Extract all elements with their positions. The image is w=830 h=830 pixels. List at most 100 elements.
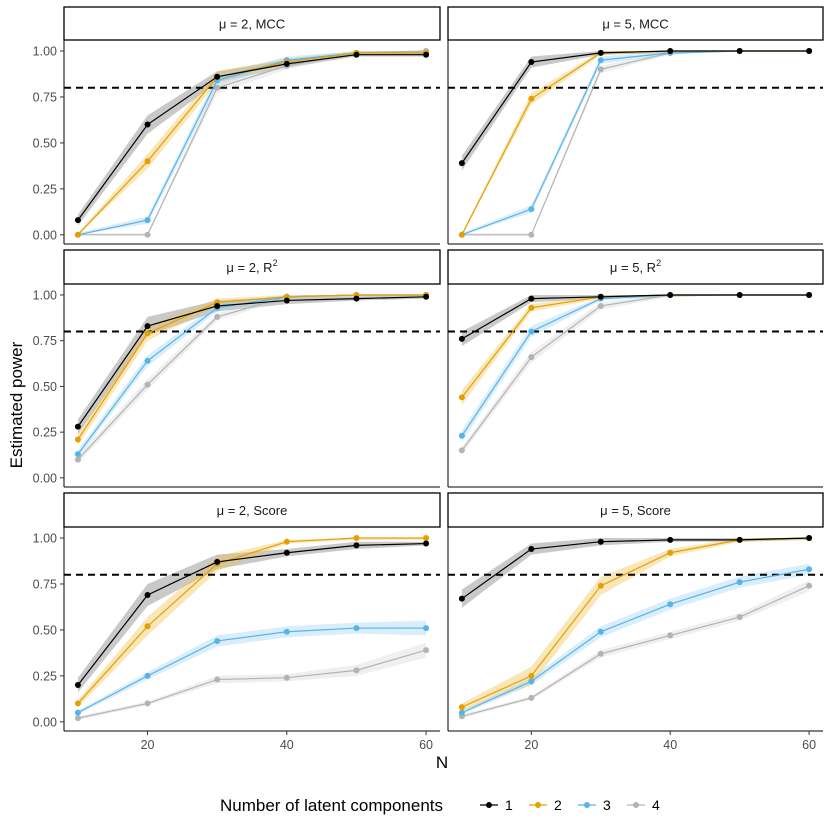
y-tick-label: 0.50 [33, 380, 57, 394]
data-point [283, 60, 290, 67]
data-point [144, 592, 151, 598]
data-point [597, 650, 604, 657]
data-point [528, 546, 535, 553]
data-point [667, 48, 674, 55]
data-point [423, 647, 430, 654]
y-tick-label: 1.00 [33, 45, 57, 59]
facet-strip-label: μ = 2, R2 [226, 258, 277, 275]
data-point [283, 549, 290, 556]
data-point [74, 231, 81, 238]
facet-strip-label: μ = 5, R2 [610, 258, 661, 275]
data-point [528, 328, 535, 335]
data-point [353, 295, 360, 302]
y-tick-label: 0.50 [33, 136, 57, 150]
facet-strip [63, 492, 441, 528]
data-point [458, 447, 465, 454]
data-point [667, 549, 674, 556]
confidence-band-2 [77, 294, 427, 445]
facet-strip-label: μ = 2, Score [217, 503, 288, 518]
data-point [528, 672, 535, 679]
confidence-band-2 [461, 538, 810, 711]
confidence-band-4 [77, 642, 427, 720]
data-point [74, 451, 81, 458]
confidence-band-4 [461, 294, 810, 455]
series-line-1 [461, 294, 810, 340]
data-point [597, 49, 604, 56]
x-tick-label: 60 [802, 738, 816, 752]
data-point [458, 704, 465, 711]
strip-mu-text: μ = 5, [610, 260, 647, 275]
data-point [528, 206, 535, 213]
panel-2: μ = 5, MCC [447, 6, 824, 245]
data-point [667, 601, 674, 608]
data-point [806, 566, 813, 573]
data-point [423, 625, 430, 632]
data-point [214, 637, 221, 644]
data-point [597, 582, 604, 589]
data-point [74, 456, 81, 463]
data-point [283, 297, 290, 304]
series-line-4 [461, 50, 810, 236]
series-line-2 [77, 537, 427, 704]
strip-metric-text: Score [253, 503, 287, 518]
data-point [214, 558, 221, 565]
data-point [736, 48, 743, 55]
data-point [736, 291, 743, 298]
data-point [74, 709, 81, 716]
data-point [353, 625, 360, 632]
data-point [597, 538, 604, 545]
y-tick-label: 1.00 [33, 288, 57, 302]
series-line-2 [461, 50, 810, 236]
data-point [806, 291, 813, 298]
data-point [528, 678, 535, 685]
strip-metric-text: R [647, 260, 656, 275]
panel-5: μ = 2, Score 0.00 0.25 0.50 0.75 1.00 20 40 60 [33, 492, 441, 752]
data-point [528, 304, 535, 311]
series-line-4 [77, 649, 427, 719]
confidence-band-4 [461, 51, 810, 235]
data-point [736, 579, 743, 586]
data-point [597, 302, 604, 309]
data-point [736, 614, 743, 621]
series-line-1 [77, 542, 427, 686]
strip-mu-text: μ = 5, [600, 503, 637, 518]
data-point [144, 158, 151, 165]
data-point [144, 672, 151, 679]
series-line-1 [77, 296, 427, 427]
series-line-1 [77, 54, 427, 221]
x-tick-label: 20 [141, 738, 155, 752]
y-tick-label: 0.25 [33, 669, 57, 683]
legend-key-point [486, 802, 492, 808]
legend-label: 4 [652, 797, 660, 813]
x-tick-label: 60 [419, 738, 433, 752]
y-tick-label: 0.00 [33, 715, 57, 729]
facet-strip-label: μ = 5, MCC [602, 17, 668, 32]
x-tick-label: 40 [663, 738, 677, 752]
confidence-band-3 [461, 51, 810, 235]
legend-key-point [633, 802, 639, 808]
confidence-band-4 [461, 580, 810, 719]
series-line-2 [77, 52, 427, 236]
facet-strip [447, 492, 824, 528]
y-tick-label: 0.00 [33, 228, 57, 242]
data-point [423, 51, 430, 58]
legend-key-point [535, 802, 541, 808]
data-point [144, 700, 151, 707]
legend-item-4: 4 [627, 797, 660, 813]
data-point [74, 436, 81, 443]
strip-mu-text: μ = 2, [219, 17, 256, 32]
x-tick-label: 40 [280, 738, 294, 752]
legend-item-3: 3 [578, 797, 611, 813]
data-point [597, 628, 604, 635]
panel-6: μ = 5, Score 20 40 60 [447, 492, 824, 752]
data-point [353, 535, 360, 542]
data-point [667, 291, 674, 298]
strip-mu-text: μ = 5, [602, 17, 639, 32]
y-tick-label: 0.25 [33, 182, 57, 196]
data-point [458, 394, 465, 401]
panel-4: μ = 5, R2 [447, 249, 824, 488]
data-point [214, 73, 221, 80]
confidence-band-3 [77, 620, 427, 715]
confidence-band-3 [461, 294, 810, 442]
y-tick-label: 0.50 [33, 623, 57, 637]
